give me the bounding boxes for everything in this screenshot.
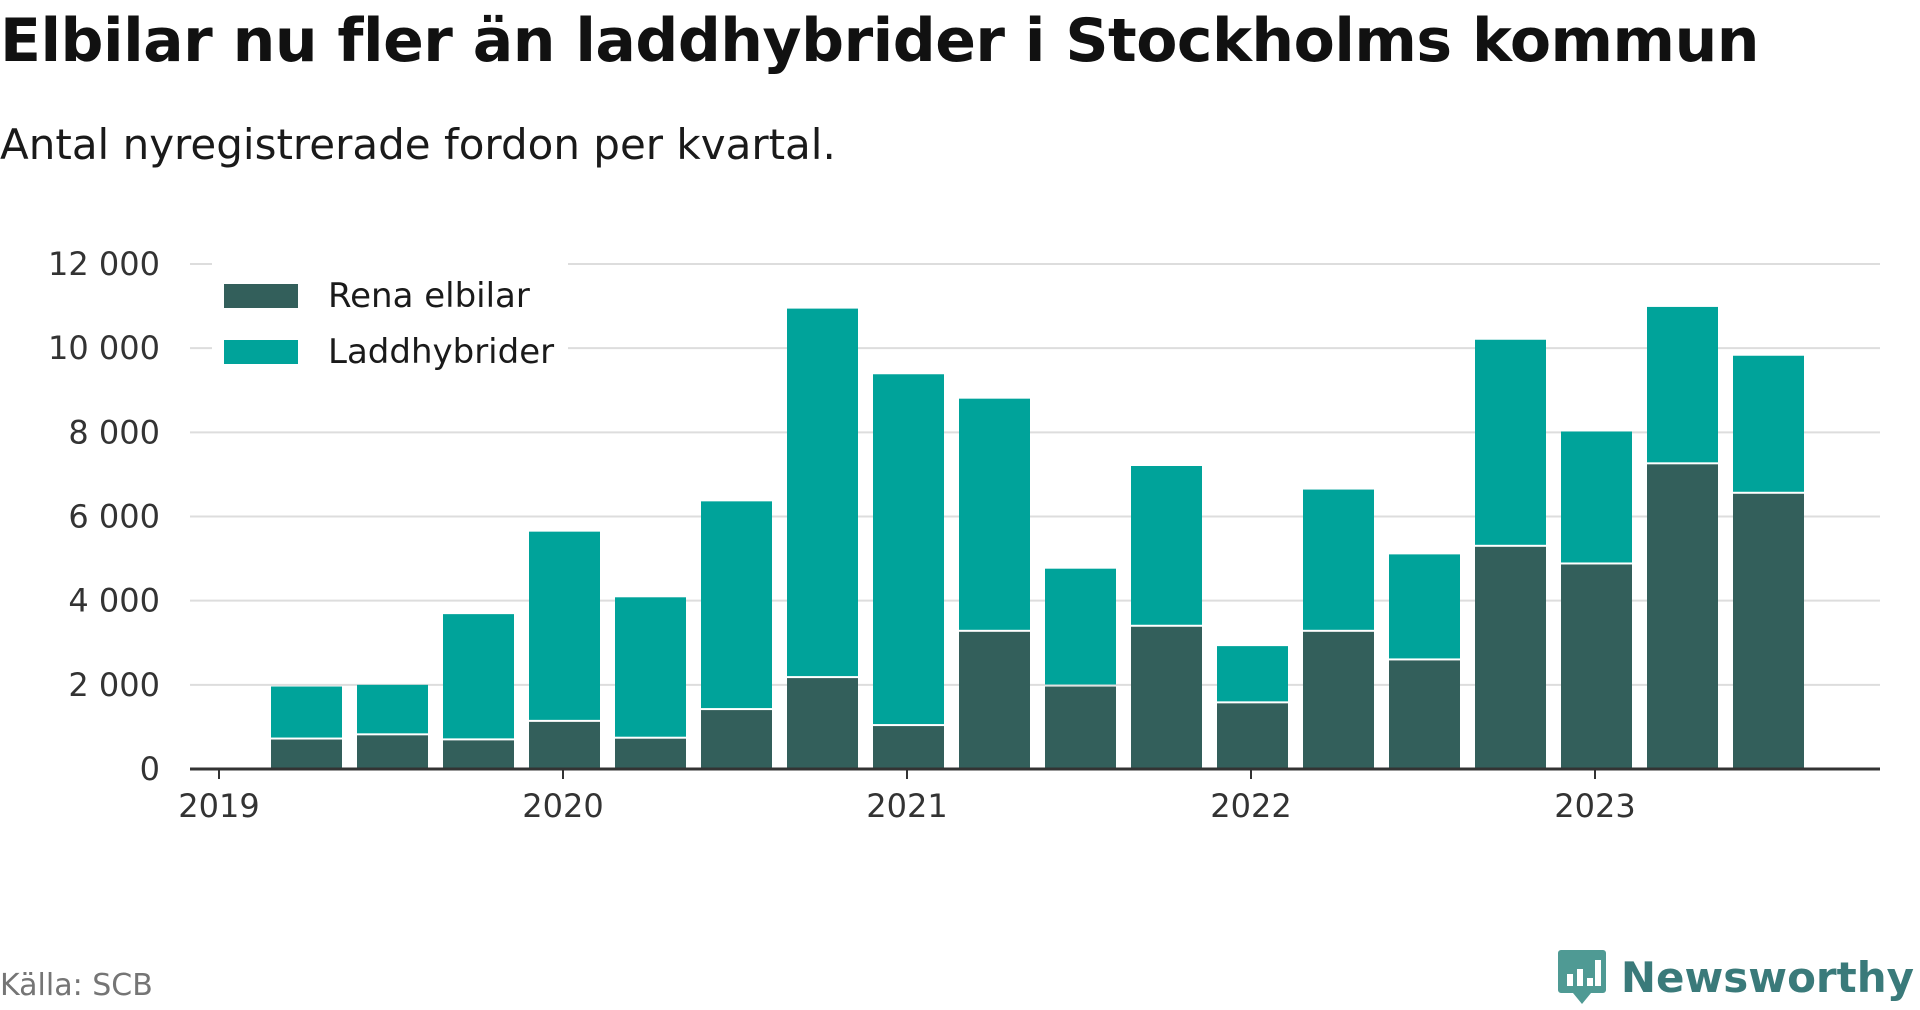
bar-rena-elbilar (1475, 546, 1546, 769)
y-tick-label: 12 000 (48, 245, 160, 283)
bar-laddhybrider (959, 398, 1030, 630)
legend-item-laddhybrider: Laddhybrider (224, 324, 554, 380)
bar-laddhybrider (1303, 489, 1374, 630)
x-tick-label: 2022 (1210, 787, 1291, 825)
bar-rena-elbilar (529, 721, 600, 769)
newsworthy-logo-icon (1557, 950, 1606, 1004)
legend-item-rena-elbilar: Rena elbilar (224, 268, 554, 324)
bar-laddhybrider (1561, 431, 1632, 563)
x-tick-label: 2023 (1554, 787, 1635, 825)
y-tick-label: 4 000 (68, 582, 160, 620)
bar-rena-elbilar (1733, 493, 1804, 769)
brand-name: Newsworthy (1620, 952, 1914, 1002)
bar-laddhybrider (443, 614, 514, 739)
bars (271, 306, 1804, 769)
chart-subtitle: Antal nyregistrerade fordon per kvartal. (0, 120, 836, 169)
legend-label-laddhybrider: Laddhybrider (328, 332, 555, 372)
brand: Newsworthy (1557, 948, 1914, 1006)
bar-rena-elbilar (1217, 703, 1288, 769)
legend-swatch-rena-elbilar (224, 284, 298, 308)
bar-rena-elbilar (1045, 686, 1116, 769)
bar-laddhybrider (1045, 568, 1116, 685)
bar-laddhybrider (1131, 466, 1202, 625)
y-tick-label: 6 000 (68, 498, 160, 536)
bar-laddhybrider (701, 501, 772, 709)
bar-rena-elbilar (443, 740, 514, 769)
legend-label-rena-elbilar: Rena elbilar (328, 276, 530, 316)
bar-laddhybrider (1647, 306, 1718, 463)
y-tick-label: 8 000 (68, 413, 160, 451)
bar-laddhybrider (1475, 339, 1546, 545)
bar-rena-elbilar (959, 631, 1030, 769)
bar-rena-elbilar (357, 735, 428, 769)
source-note: Källa: SCB (0, 968, 153, 1003)
bar-rena-elbilar (1389, 660, 1460, 769)
legend: Rena elbilar Laddhybrider (212, 262, 569, 386)
bar-laddhybrider (615, 597, 686, 737)
bar-laddhybrider (1389, 554, 1460, 659)
bar-laddhybrider (787, 308, 858, 677)
bar-rena-elbilar (787, 678, 858, 769)
bar-rena-elbilar (1561, 564, 1632, 769)
bar-laddhybrider (873, 374, 944, 725)
axes: 0 2 000 4 000 6 000 8 000 10 000 12 000 2019 202… (48, 245, 1880, 825)
bar-laddhybrider (1733, 355, 1804, 492)
bar-rena-elbilar (701, 710, 772, 769)
bar-rena-elbilar (873, 726, 944, 769)
bar-rena-elbilar (1131, 626, 1202, 769)
y-tick-label: 0 (140, 750, 160, 788)
legend-swatch-laddhybrider (224, 340, 298, 364)
x-tick-label: 2019 (178, 787, 259, 825)
x-tick-label: 2021 (866, 787, 947, 825)
bar-laddhybrider (529, 531, 600, 720)
y-tick-label: 10 000 (48, 329, 160, 367)
chart-title: Elbilar nu fler än laddhybrider i Stockh… (0, 6, 1760, 76)
bar-laddhybrider (271, 686, 342, 738)
bar-laddhybrider (1217, 646, 1288, 702)
bar-rena-elbilar (615, 738, 686, 769)
bar-laddhybrider (357, 684, 428, 734)
x-tick-label: 2020 (522, 787, 603, 825)
y-tick-label: 2 000 (68, 666, 160, 704)
bar-rena-elbilar (271, 739, 342, 769)
bar-rena-elbilar (1303, 631, 1374, 769)
bar-rena-elbilar (1647, 464, 1718, 769)
